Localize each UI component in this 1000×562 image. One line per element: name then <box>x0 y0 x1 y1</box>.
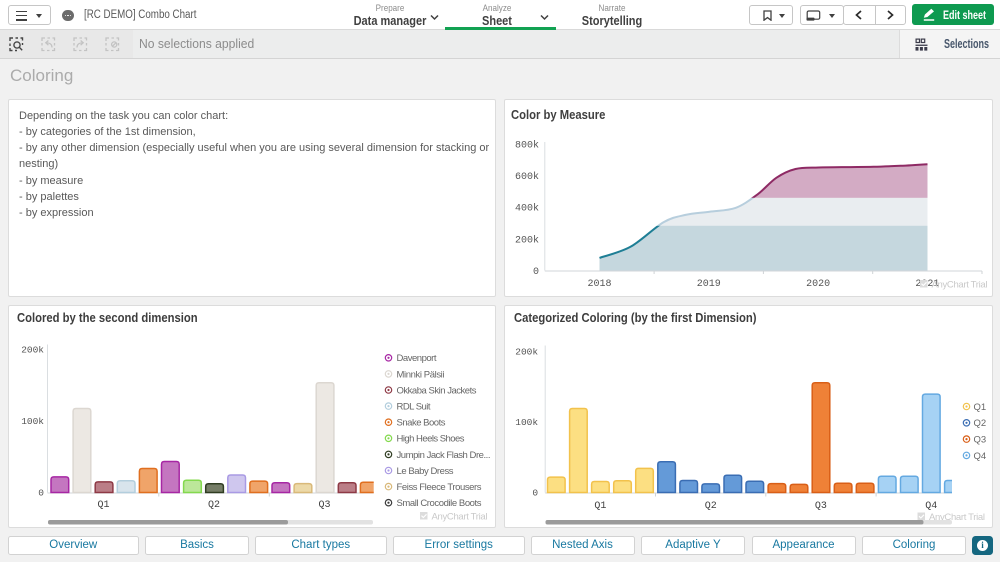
svg-text:Q1: Q1 <box>97 500 109 511</box>
svg-text:AnyChart Trial: AnyChart Trial <box>931 279 987 290</box>
svg-text:0: 0 <box>532 487 538 498</box>
svg-text:Q2: Q2 <box>207 500 219 511</box>
svg-text:Q3: Q3 <box>973 434 986 445</box>
svg-text:Small Crocodile Boots: Small Crocodile Boots <box>396 498 481 509</box>
svg-text:Q1: Q1 <box>594 501 606 512</box>
svg-text:Q4: Q4 <box>973 450 986 461</box>
svg-text:0: 0 <box>532 267 538 278</box>
svg-text:Q2: Q2 <box>704 501 716 512</box>
svg-text:0: 0 <box>38 487 44 498</box>
svg-text:2018: 2018 <box>587 279 611 290</box>
svg-text:Feiss Fleece Trousers: Feiss Fleece Trousers <box>396 482 481 493</box>
svg-text:200k: 200k <box>21 344 44 355</box>
svg-text:100k: 100k <box>21 416 44 427</box>
svg-text:200k: 200k <box>514 234 538 246</box>
svg-text:AnyChart Trial: AnyChart Trial <box>929 512 985 523</box>
svg-text:600k: 600k <box>514 171 538 183</box>
svg-text:800k: 800k <box>514 139 538 151</box>
svg-text:Q2: Q2 <box>973 418 986 429</box>
svg-text:Snake Boots: Snake Boots <box>396 417 445 428</box>
svg-text:Q1: Q1 <box>973 401 986 412</box>
svg-text:Q4: Q4 <box>925 501 937 512</box>
svg-text:Davenport: Davenport <box>396 353 436 364</box>
svg-text:Jumpin Jack Flash Dre...: Jumpin Jack Flash Dre... <box>396 449 490 460</box>
svg-text:Q3: Q3 <box>318 500 330 511</box>
svg-text:Q3: Q3 <box>814 501 826 512</box>
svg-text:2020: 2020 <box>806 279 830 290</box>
svg-text:100k: 100k <box>515 417 538 428</box>
svg-text:Le Baby Dress: Le Baby Dress <box>396 465 453 476</box>
svg-text:2019: 2019 <box>696 279 720 290</box>
svg-text:200k: 200k <box>515 346 538 357</box>
svg-text:Minnki Pälsii: Minnki Pälsii <box>396 369 444 380</box>
svg-text:AnyChart Trial: AnyChart Trial <box>431 511 487 522</box>
svg-text:High Heels Shoes: High Heels Shoes <box>396 433 464 444</box>
svg-text:Okkaba Skin Jackets: Okkaba Skin Jackets <box>396 385 476 396</box>
svg-text:400k: 400k <box>514 202 538 214</box>
svg-text:RDL Suit: RDL Suit <box>396 401 430 412</box>
